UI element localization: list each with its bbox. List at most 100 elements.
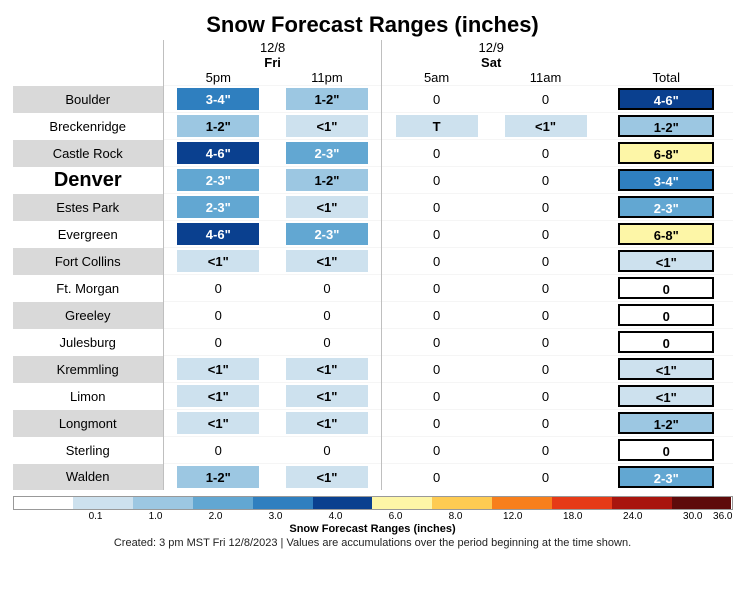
forecast-cell: 0	[382, 356, 491, 383]
forecast-cell: 0	[491, 302, 600, 329]
header-date-2: 12/9	[382, 40, 600, 55]
table-row: Fort Collins<1"<1"00<1"	[13, 248, 733, 275]
forecast-cell: 0	[491, 275, 600, 302]
forecast-cell: 0	[491, 248, 600, 275]
table-row: Sterling00000	[13, 437, 733, 464]
forecast-cell: 2-3"	[163, 167, 272, 194]
legend-segment	[313, 497, 373, 509]
forecast-cell: 0	[163, 329, 272, 356]
legend-tick: 12.0	[433, 511, 493, 522]
legend-segment	[612, 497, 672, 509]
table-row: Denver2-3"1-2"003-4"	[13, 167, 733, 194]
table-row: Greeley00000	[13, 302, 733, 329]
table-row: Estes Park2-3"<1"002-3"	[13, 194, 733, 221]
legend-segment	[372, 497, 432, 509]
forecast-cell: <1"	[491, 113, 600, 140]
total-cell: 0	[600, 302, 732, 329]
legend-tick: 36.0	[673, 511, 733, 522]
legend-tick: 18.0	[493, 511, 553, 522]
legend-segment	[552, 497, 612, 509]
table-row: Breckenridge1-2"<1"T<1"1-2"	[13, 113, 733, 140]
location-label: Sterling	[13, 437, 164, 464]
forecast-cell: 0	[382, 86, 491, 113]
location-label: Fort Collins	[13, 248, 164, 275]
legend-tick: 6.0	[313, 511, 373, 522]
forecast-cell: 0	[273, 329, 382, 356]
forecast-cell: <1"	[273, 356, 382, 383]
legend-tick: 0.1	[13, 511, 73, 522]
forecast-cell: 0	[382, 194, 491, 221]
table-row: Castle Rock4-6"2-3"006-8"	[13, 140, 733, 167]
total-cell: <1"	[600, 383, 732, 410]
location-label: Estes Park	[13, 194, 164, 221]
forecast-cell: 0	[382, 410, 491, 437]
forecast-cell: 2-3"	[273, 221, 382, 248]
location-label: Walden	[13, 464, 164, 491]
location-label: Denver	[13, 167, 164, 194]
location-label: Limon	[13, 383, 164, 410]
location-label: Julesburg	[13, 329, 164, 356]
forecast-table: 12/8 12/9 Fri Sat 5pm 11pm 5am 11am Tota…	[13, 40, 733, 490]
forecast-cell: 0	[163, 437, 272, 464]
total-cell: 1-2"	[600, 113, 732, 140]
forecast-cell: 1-2"	[273, 86, 382, 113]
total-cell: <1"	[600, 356, 732, 383]
total-cell: 6-8"	[600, 140, 732, 167]
table-row: Longmont<1"<1"001-2"	[13, 410, 733, 437]
forecast-cell: <1"	[273, 383, 382, 410]
table-row: Boulder3-4"1-2"004-6"	[13, 86, 733, 113]
forecast-cell: 0	[491, 167, 600, 194]
header-time: 5am	[382, 70, 491, 86]
forecast-cell: 0	[491, 437, 600, 464]
table-row: Evergreen4-6"2-3"006-8"	[13, 221, 733, 248]
forecast-cell: 0	[382, 275, 491, 302]
forecast-cell: <1"	[163, 248, 272, 275]
forecast-cell: 1-2"	[163, 464, 272, 491]
legend-segment	[133, 497, 193, 509]
forecast-cell: 0	[491, 194, 600, 221]
total-cell: 3-4"	[600, 167, 732, 194]
forecast-cell: <1"	[273, 194, 382, 221]
table-row: Ft. Morgan00000	[13, 275, 733, 302]
legend-segment	[432, 497, 492, 509]
location-label: Breckenridge	[13, 113, 164, 140]
footnote: Created: 3 pm MST Fri 12/8/2023 | Values…	[12, 537, 733, 549]
forecast-cell: 0	[491, 221, 600, 248]
location-label: Kremmling	[13, 356, 164, 383]
header-total: Total	[600, 70, 732, 86]
forecast-cell: <1"	[273, 410, 382, 437]
total-cell: 0	[600, 275, 732, 302]
forecast-cell: <1"	[273, 248, 382, 275]
forecast-cell: 4-6"	[163, 221, 272, 248]
forecast-cell: 0	[491, 464, 600, 491]
forecast-cell: 0	[382, 221, 491, 248]
forecast-cell: 0	[273, 275, 382, 302]
forecast-cell: <1"	[163, 356, 272, 383]
legend-tick: 1.0	[73, 511, 133, 522]
header-time: 5pm	[163, 70, 272, 86]
total-cell: <1"	[600, 248, 732, 275]
forecast-cell: <1"	[163, 383, 272, 410]
location-label: Greeley	[13, 302, 164, 329]
location-label: Longmont	[13, 410, 164, 437]
header-time: 11pm	[273, 70, 382, 86]
table-row: Julesburg00000	[13, 329, 733, 356]
location-label: Boulder	[13, 86, 164, 113]
total-cell: 4-6"	[600, 86, 732, 113]
total-cell: 1-2"	[600, 410, 732, 437]
legend-segment	[14, 497, 74, 509]
table-row: Walden1-2"<1"002-3"	[13, 464, 733, 491]
table-row: Kremmling<1"<1"00<1"	[13, 356, 733, 383]
forecast-cell: 0	[273, 302, 382, 329]
legend-segment	[492, 497, 552, 509]
total-cell: 2-3"	[600, 464, 732, 491]
forecast-cell: 0	[382, 302, 491, 329]
forecast-cell: 0	[491, 383, 600, 410]
total-cell: 6-8"	[600, 221, 732, 248]
forecast-cell: <1"	[273, 113, 382, 140]
forecast-cell: 0	[273, 437, 382, 464]
forecast-cell: 0	[382, 383, 491, 410]
legend-caption: Snow Forecast Ranges (inches)	[13, 523, 733, 535]
header-day-2: Sat	[382, 55, 600, 70]
header-day-1: Fri	[163, 55, 381, 70]
